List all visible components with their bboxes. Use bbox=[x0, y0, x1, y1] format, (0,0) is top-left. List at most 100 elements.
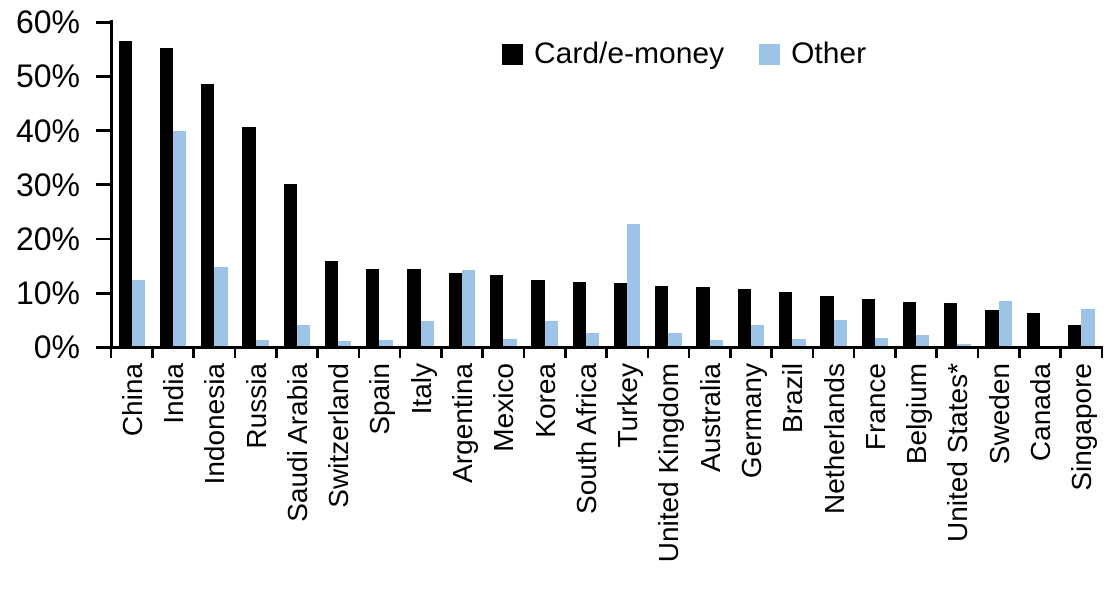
y-axis-tick bbox=[95, 129, 113, 132]
x-axis-tick bbox=[440, 348, 443, 358]
y-axis-label: 40% bbox=[15, 112, 80, 149]
bar-other bbox=[255, 340, 269, 346]
bar-card-e-money bbox=[861, 299, 875, 346]
bar-other bbox=[833, 319, 847, 346]
bar-other bbox=[668, 333, 682, 346]
x-axis-tick bbox=[398, 348, 402, 358]
bar-card-e-money bbox=[531, 279, 545, 346]
x-axis-line bbox=[110, 345, 1104, 349]
x-axis-label: United Kingdom bbox=[653, 362, 685, 562]
x-axis-tick bbox=[811, 348, 815, 358]
x-axis-tick bbox=[563, 348, 567, 358]
x-axis-label: Mexico bbox=[488, 362, 520, 452]
x-axis-label: Sweden bbox=[983, 362, 1015, 464]
x-axis-tick bbox=[852, 348, 856, 358]
x-axis-tick bbox=[233, 348, 237, 358]
bar-card-e-money bbox=[283, 184, 297, 346]
bar-card-e-money bbox=[242, 126, 256, 346]
bar-card-e-money bbox=[448, 273, 463, 346]
x-axis-label: Switzerland bbox=[323, 362, 355, 508]
bar-card-e-money bbox=[572, 281, 586, 346]
x-axis-tick bbox=[151, 348, 154, 358]
x-axis-label: Brazil bbox=[777, 362, 809, 433]
bar-other bbox=[957, 344, 971, 346]
bar-card-e-money bbox=[737, 288, 751, 346]
x-axis-tick bbox=[605, 348, 608, 358]
bar-card-e-money bbox=[407, 269, 421, 346]
y-axis-label: 30% bbox=[15, 166, 80, 203]
x-axis-label: Belgium bbox=[901, 362, 933, 464]
x-axis-label: Netherlands bbox=[818, 362, 850, 514]
x-axis-tick bbox=[935, 348, 939, 358]
bar-other bbox=[874, 337, 889, 346]
bar-other bbox=[462, 270, 476, 346]
x-axis-tick bbox=[687, 348, 691, 358]
x-axis-tick bbox=[274, 348, 278, 358]
bar-other bbox=[379, 340, 393, 346]
legend-item-card-e-money: Card/e-money bbox=[502, 38, 724, 70]
y-axis-label: 20% bbox=[15, 221, 80, 257]
x-axis-tick bbox=[646, 348, 650, 358]
x-axis-tick bbox=[316, 348, 319, 358]
bar-card-e-money bbox=[696, 287, 710, 346]
x-axis-tick bbox=[976, 348, 980, 358]
x-axis-label: Germany bbox=[736, 362, 767, 478]
x-axis-tick bbox=[109, 348, 113, 358]
x-axis-tick bbox=[481, 348, 484, 358]
y-axis-tick bbox=[95, 75, 113, 78]
bar-card-e-money bbox=[490, 275, 504, 346]
bar-card-e-money bbox=[985, 310, 999, 346]
bar-card-e-money bbox=[201, 84, 215, 346]
legend-item-other: Other bbox=[759, 38, 866, 70]
x-axis-tick bbox=[770, 348, 773, 358]
y-axis-label: 50% bbox=[15, 58, 80, 95]
y-axis-label: 60% bbox=[15, 4, 80, 41]
legend-label-other: Other bbox=[791, 37, 867, 70]
y-axis-tick bbox=[95, 183, 113, 187]
bar-other bbox=[503, 338, 517, 346]
bar-other bbox=[296, 324, 311, 346]
bar-other bbox=[585, 332, 600, 346]
bar-card-e-money bbox=[118, 40, 132, 346]
y-axis-label: 0% bbox=[33, 329, 80, 366]
bar-card-e-money bbox=[324, 261, 339, 346]
x-axis-label: Spain bbox=[364, 362, 396, 435]
bar-other bbox=[544, 320, 558, 346]
bar-other bbox=[627, 223, 641, 346]
x-axis-label: Italy bbox=[405, 362, 437, 414]
bar-card-e-money bbox=[613, 282, 628, 346]
bar-card-e-money bbox=[944, 302, 958, 346]
x-axis-label: Russia bbox=[240, 362, 272, 449]
bar-other bbox=[173, 130, 187, 346]
x-axis-label: Korea bbox=[529, 362, 561, 438]
x-axis-label: Singapore bbox=[1066, 362, 1098, 491]
y-axis-tick bbox=[95, 237, 113, 241]
bar-card-e-money bbox=[820, 295, 834, 346]
x-axis-tick bbox=[192, 348, 195, 358]
bar-other bbox=[131, 279, 146, 346]
legend-label-card-e-money: Card/e-money bbox=[534, 37, 725, 70]
legend: Card/e-money Other bbox=[502, 38, 866, 70]
y-axis-tick bbox=[95, 346, 113, 349]
x-axis-label: India bbox=[158, 362, 190, 424]
bar-other bbox=[998, 301, 1012, 346]
bar-card-e-money bbox=[366, 268, 380, 346]
x-axis-label: United States* bbox=[942, 362, 974, 542]
bar-other bbox=[338, 341, 352, 346]
x-axis-label: Turkey bbox=[612, 362, 644, 448]
x-axis-label: South Africa bbox=[570, 362, 602, 514]
x-axis-label: Argentina bbox=[447, 362, 479, 483]
bar-other bbox=[751, 324, 765, 346]
bar-other bbox=[916, 334, 930, 346]
legend-swatch-other bbox=[759, 43, 781, 65]
y-axis-tick bbox=[95, 20, 113, 24]
x-axis-tick bbox=[357, 348, 361, 358]
bar-card-e-money bbox=[655, 285, 669, 346]
x-axis-tick bbox=[1059, 348, 1062, 358]
bar-other bbox=[1081, 309, 1095, 346]
bar-other bbox=[709, 340, 724, 346]
legend-swatch-card-e-money bbox=[502, 43, 523, 65]
bar-other bbox=[214, 267, 228, 346]
bar-card-e-money bbox=[778, 291, 793, 346]
